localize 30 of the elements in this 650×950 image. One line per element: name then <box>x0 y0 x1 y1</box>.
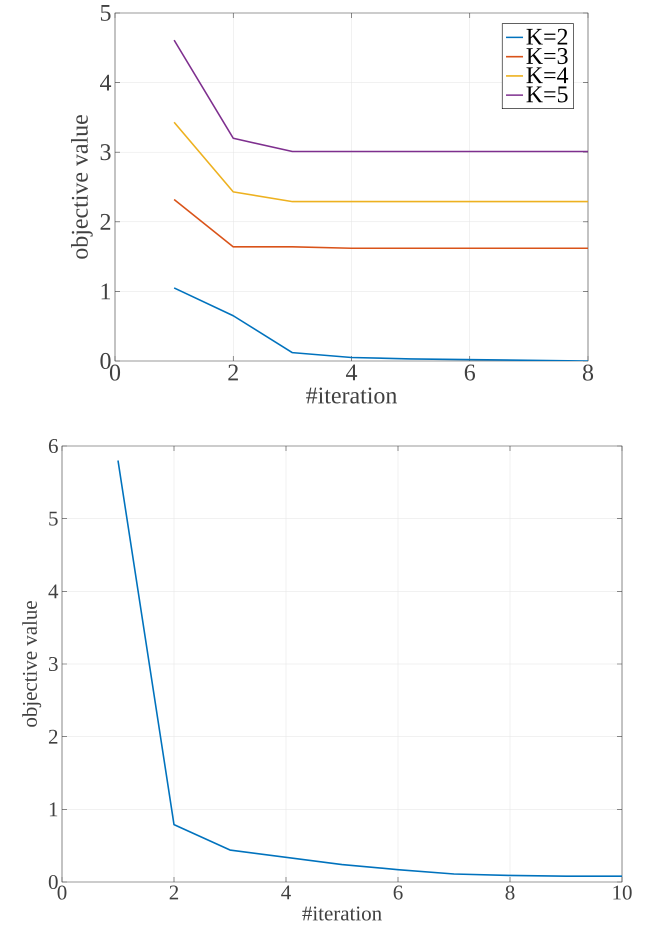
y-tick-label: 4 <box>48 584 58 598</box>
y-tick-label: 3 <box>49 656 58 672</box>
y-tick-label: 5 <box>49 512 58 526</box>
x-tick-label: 4 <box>346 364 358 380</box>
legend-label: K=5 <box>526 86 568 102</box>
y-tick-label: 6 <box>48 438 58 454</box>
x-tick-label: 2 <box>228 364 238 380</box>
x-tick-label: 8 <box>582 364 594 381</box>
y-tick-label: 5 <box>100 5 111 21</box>
y-tick-label: 1 <box>102 284 110 300</box>
x-tick-label: 2 <box>170 886 178 900</box>
x-tick-label: 10 <box>613 886 632 900</box>
x-tick-label: 6 <box>464 364 476 381</box>
x-axis-title: #iteration <box>306 387 397 404</box>
y-axis-title: objective value <box>22 601 42 727</box>
x-axis-title: #iteration <box>302 906 382 921</box>
y-axis-title: objective value <box>71 115 93 259</box>
legend-label: K=3 <box>526 48 568 64</box>
y-tick-label: 2 <box>100 214 110 230</box>
legend-label: K=4 <box>526 67 568 84</box>
y-tick-label: 2 <box>48 730 58 744</box>
y-tick-label: 3 <box>100 144 111 160</box>
y-tick-label: 4 <box>100 74 112 90</box>
x-tick-label: 6 <box>394 886 403 900</box>
x-tick-label: 8 <box>506 886 514 900</box>
legend-label: K=2 <box>526 28 568 45</box>
y-tick-label: 0 <box>48 874 58 890</box>
y-tick-label: 1 <box>50 802 58 816</box>
y-tick-label: 0 <box>100 352 111 370</box>
x-tick-label: 4 <box>281 886 291 900</box>
